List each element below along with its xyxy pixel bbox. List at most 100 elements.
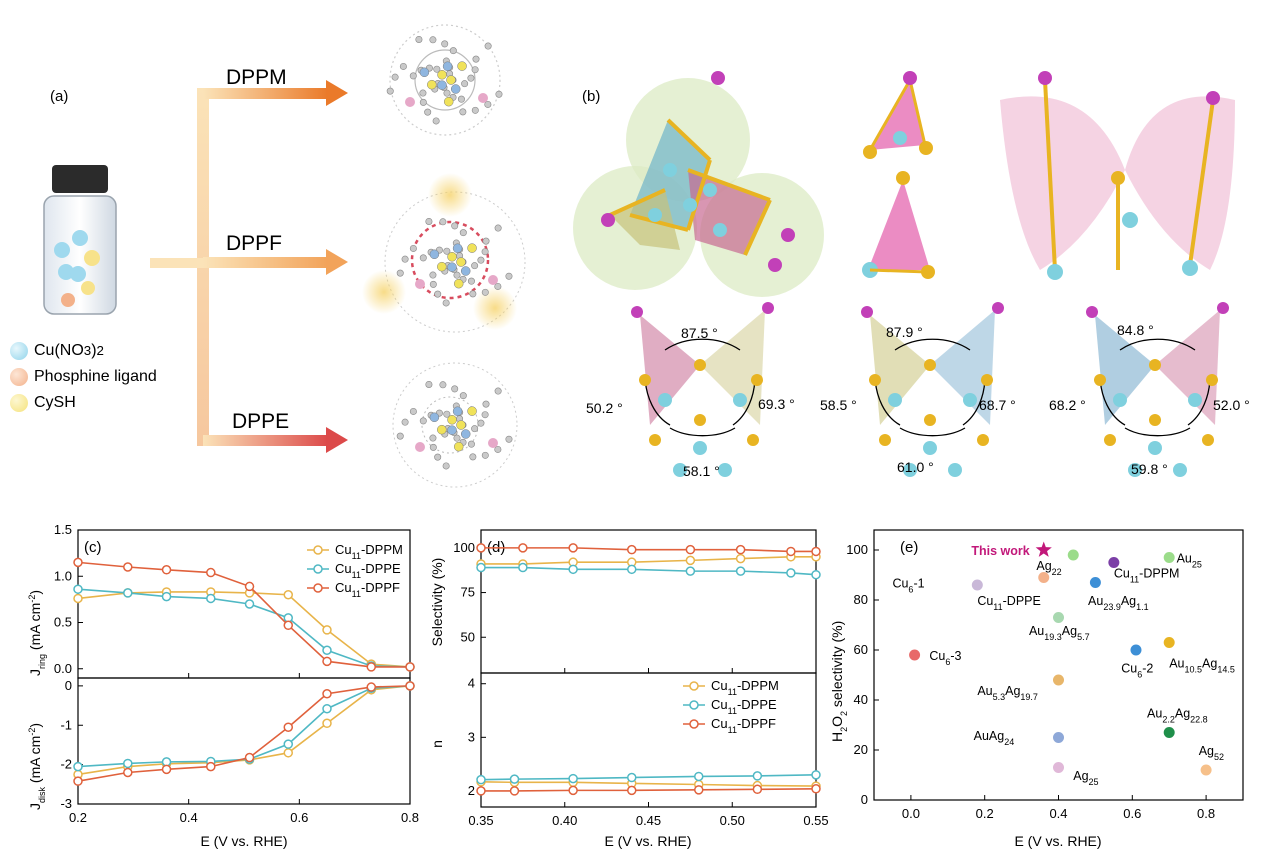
scatter-point-label: Ag52 — [1199, 744, 1224, 762]
y-tick-label: 40 — [854, 692, 868, 707]
panel-e-label: (e) — [900, 539, 918, 556]
ligand-atom — [429, 434, 437, 442]
data-point — [518, 543, 528, 553]
ligand-atom — [453, 434, 461, 442]
core-atom — [450, 84, 461, 94]
phosphorus-atom — [488, 275, 498, 285]
core-atom — [452, 406, 463, 416]
data-point — [73, 776, 83, 786]
ligand-atom — [409, 72, 417, 80]
data-point — [123, 758, 133, 769]
scatter-point — [1053, 612, 1064, 623]
data-point — [206, 593, 216, 604]
data-point — [811, 569, 821, 580]
data-point — [161, 591, 172, 602]
ligand-atom — [467, 277, 475, 285]
core-atom — [457, 61, 467, 71]
x-tick-label: 0.45 — [636, 813, 661, 828]
y-axis-label-jdisk: Jdisk (mA cm-2) — [27, 723, 47, 810]
series-line — [481, 556, 816, 565]
core-atom — [453, 278, 464, 289]
legend-label: CySH — [34, 394, 76, 411]
angle-1-right: 69.3 ° — [758, 396, 795, 412]
ligand-atom — [471, 66, 479, 74]
ligand-atom — [441, 40, 449, 48]
x-tick-label: 0.8 — [1197, 806, 1215, 821]
ligand-atom — [415, 35, 423, 43]
legend-entry: Cu11-DPPM — [335, 542, 403, 561]
angle-2-bottom: 61.0 ° — [897, 459, 934, 475]
scatter-point — [909, 649, 921, 661]
ligand-atom — [469, 290, 477, 298]
data-point — [244, 752, 255, 763]
data-point — [366, 662, 377, 672]
scatter-point-label: Au2.2Ag22.8 — [1147, 707, 1208, 725]
cu-sphere-icon — [10, 342, 28, 360]
ligand-atom — [432, 117, 440, 125]
scatter-point — [1053, 674, 1064, 686]
core-atom — [447, 262, 457, 272]
series-line — [481, 787, 817, 792]
data-point — [786, 546, 796, 557]
scatter-point-label: Cu6-3 — [929, 649, 961, 667]
scatter-point — [1130, 644, 1142, 656]
data-point — [786, 568, 796, 578]
ligand-atom — [409, 407, 417, 415]
legend-marker — [313, 583, 323, 593]
ligand-atom — [396, 269, 404, 277]
data-point — [73, 584, 83, 594]
data-point — [405, 681, 415, 691]
legend-marker — [313, 564, 323, 574]
y-tick-label: 0.0 — [54, 661, 72, 676]
angle-structure-1 — [631, 302, 774, 477]
ligand-atom — [442, 299, 450, 307]
ligand-atom — [429, 443, 437, 451]
core-atom — [419, 67, 430, 78]
data-point — [476, 543, 486, 553]
panel-a-label: (a) — [50, 88, 69, 105]
data-point — [244, 599, 255, 609]
data-point — [735, 566, 746, 576]
ligand-atom — [484, 42, 492, 50]
axes-frame — [480, 529, 817, 674]
data-point — [694, 771, 704, 782]
data-point — [476, 774, 486, 785]
x-tick-label: 0.50 — [720, 813, 745, 828]
legend-entry: Cu11-DPPE — [711, 697, 777, 716]
x-tick-label: 0.2 — [976, 806, 994, 821]
series-line — [481, 547, 816, 553]
ligand-atom — [401, 255, 409, 263]
y-tick-label: 2 — [468, 783, 475, 798]
legend-item-cu-nitrate: Cu(NO 3) 2 — [10, 338, 200, 364]
ligand-atom — [425, 380, 433, 388]
x-tick-label: 0.6 — [1123, 806, 1141, 821]
x-tick-label: 0.0 — [902, 806, 920, 821]
core-atom — [437, 70, 447, 80]
core-atom — [442, 61, 453, 71]
angle-3-top: 84.8 ° — [1117, 322, 1154, 338]
ligand-atom — [505, 272, 513, 280]
x-tick-label: 0.8 — [401, 810, 419, 825]
data-point — [627, 564, 637, 575]
ligand-atom — [439, 218, 447, 226]
scatter-point-label: Ag22 — [1036, 559, 1061, 577]
ligand-atom — [386, 87, 394, 95]
data-point — [244, 581, 255, 592]
ligand-atom — [471, 425, 479, 433]
ligand-atom — [451, 385, 459, 393]
core-atom — [429, 412, 440, 423]
scatter-point — [1163, 552, 1175, 563]
angle-1-bottom: 58.1 ° — [683, 463, 720, 479]
legend-entry: Cu11-DPPF — [335, 580, 400, 599]
legend-marker — [689, 719, 699, 729]
ligand-atom — [469, 453, 477, 461]
core-atom — [467, 406, 477, 416]
angle-1-left: 50.2 ° — [586, 400, 623, 416]
ligand-atom — [481, 411, 489, 419]
data-point — [509, 786, 520, 796]
this-work-label: This work — [971, 544, 1029, 558]
scatter-point-label: Au10.5Ag14.5 — [1169, 657, 1235, 675]
core-atom — [456, 420, 466, 430]
ligand-atom — [495, 90, 503, 98]
